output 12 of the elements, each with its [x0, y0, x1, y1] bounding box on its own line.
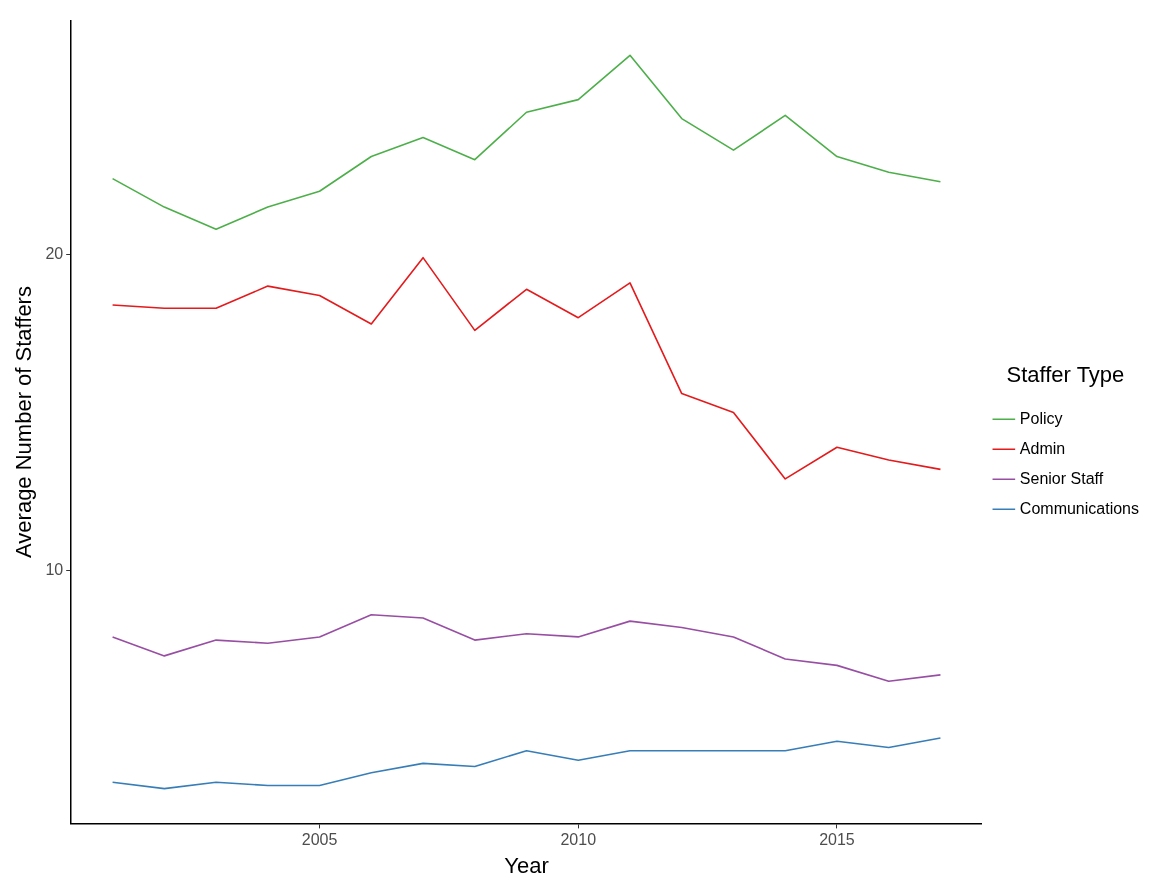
x-axis-title: Year: [504, 852, 549, 878]
legend-label: Communications: [1019, 499, 1139, 517]
y-axis-title: Average Number of Staffers: [11, 286, 37, 558]
x-tick-label: 2005: [301, 831, 338, 849]
legend-title: Staffer Type: [1006, 361, 1125, 387]
legend-label: Admin: [1019, 439, 1066, 457]
x-tick-label: 2015: [819, 831, 855, 849]
legend-label: Senior Staff: [1019, 469, 1104, 487]
y-tick-label: 10: [45, 560, 64, 578]
legend-label: Policy: [1019, 409, 1063, 427]
x-tick-label: 2010: [560, 831, 597, 849]
y-tick-label: 20: [45, 244, 64, 262]
